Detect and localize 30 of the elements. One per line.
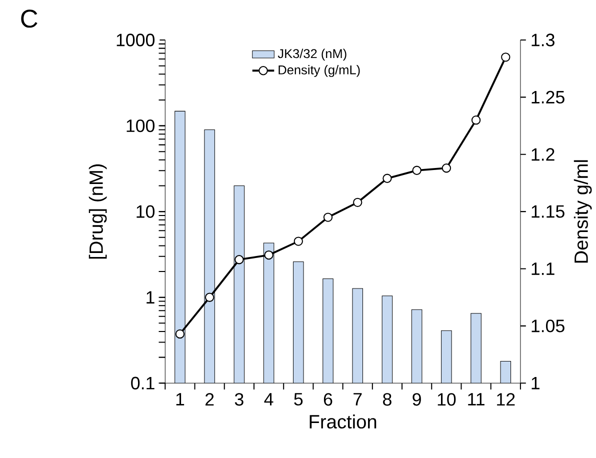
x-tick-label: 12 [497,393,515,406]
y-tick-label: 0.1 [131,376,154,390]
y2-tick-label: 1.1 [532,262,554,275]
y2-tick-label: 1.05 [532,320,564,332]
x-tick-label: 7 [354,393,362,406]
x-axis-title: Fraction [310,414,376,429]
x-tick-label: 6 [324,393,332,406]
x-tick-label: 1 [176,393,184,406]
legend-label: JK3/32 (nM) [278,48,346,61]
y-axis-title: [Drug] (nM) [88,164,107,259]
x-tick-label: 5 [294,393,303,406]
y-tick-label: 100 [126,119,155,132]
x-tick-label: 8 [383,393,392,406]
x-tick-label: 10 [438,393,456,406]
y-tick-label: 10 [136,205,155,218]
x-tick-label: 4 [264,393,274,406]
y2-tick-label: 1.25 [532,90,564,104]
y2-tick-label: 1.3 [532,34,554,46]
y2-tick-label: 1.2 [532,148,554,161]
x-tick-label: 3 [234,393,244,406]
x-tick-label: 2 [206,393,214,406]
y2-axis-title: Density g/ml [574,160,592,263]
legend-label: Density (g/mL) [278,65,360,77]
x-tick-label: 9 [412,393,421,406]
x-tick-label: 11 [468,393,484,406]
y-tick-label: 1000 [116,34,155,46]
y2-tick-label: 1 [532,376,540,390]
y2-tick-label: 1.15 [532,205,564,218]
y-tick-label: 1 [146,291,154,304]
chart-title: C [21,10,38,28]
